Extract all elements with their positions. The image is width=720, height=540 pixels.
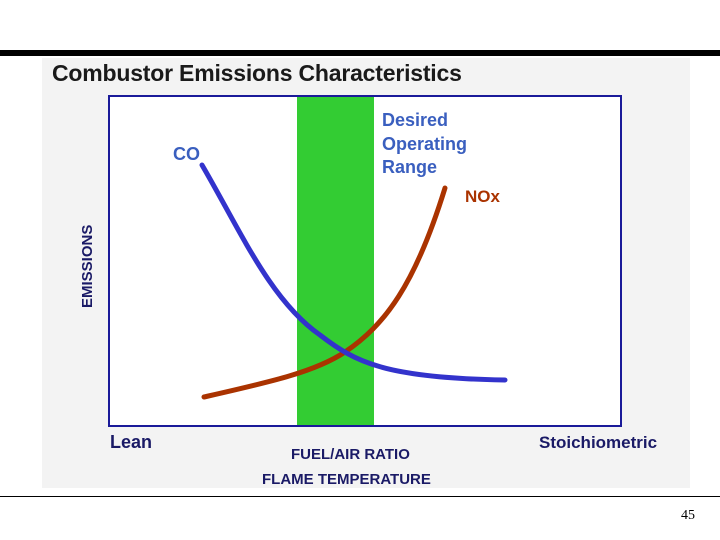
- x-axis-right-label: Stoichiometric: [539, 433, 657, 452]
- slide-title: Combustor Emissions Characteristics: [52, 60, 462, 86]
- page-number: 45: [681, 508, 695, 523]
- band-label-line-3: Range: [382, 157, 437, 177]
- co-curve: [199, 162, 508, 383]
- y-axis-label: EMISSIONS: [79, 225, 96, 308]
- nox-curve-label: NOx: [465, 187, 501, 206]
- top-rule: [0, 50, 720, 56]
- co-curve-label: CO: [173, 144, 200, 164]
- band-label-line-1: Desired: [382, 110, 448, 130]
- x-axis-left-label: Lean: [110, 432, 152, 452]
- x-axis-label-fuel-air: FUEL/AIR RATIO: [291, 446, 410, 463]
- x-axis-label-flame-temp: FLAME TEMPERATURE: [262, 471, 431, 488]
- operating-range-band: [297, 97, 374, 425]
- bottom-rule: [0, 496, 720, 497]
- band-label-line-2: Operating: [382, 134, 467, 154]
